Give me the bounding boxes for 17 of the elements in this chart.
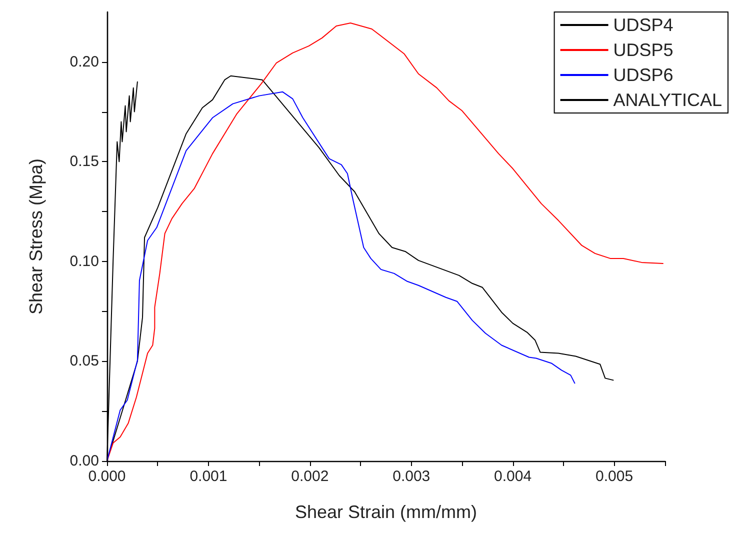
y-tick-label: 0.15 bbox=[70, 153, 99, 170]
legend-label: ANALYTICAL bbox=[613, 90, 722, 110]
y-tick-label: 0.00 bbox=[70, 452, 99, 470]
y-tick-label: 0.05 bbox=[70, 352, 99, 370]
x-tick-label: 0.002 bbox=[291, 468, 329, 485]
y-tick-label: 0.20 bbox=[70, 53, 99, 70]
legend-label: UDSP5 bbox=[613, 40, 674, 60]
x-tick-label: 0.003 bbox=[392, 468, 430, 485]
x-tick-label: 0.001 bbox=[190, 468, 228, 485]
legend-label: UDSP6 bbox=[613, 65, 674, 85]
x-tick-label: 0.004 bbox=[494, 468, 532, 485]
x-tick-label: 0.000 bbox=[88, 468, 126, 485]
y-tick-label: 0.10 bbox=[70, 252, 99, 270]
x-tick-label: 0.005 bbox=[596, 468, 634, 485]
x-axis-title: Shear Strain (mm/mm) bbox=[294, 502, 478, 522]
y-axis-title: Shear Stress (Mpa) bbox=[26, 158, 46, 315]
legend-label: UDSP4 bbox=[613, 15, 674, 35]
